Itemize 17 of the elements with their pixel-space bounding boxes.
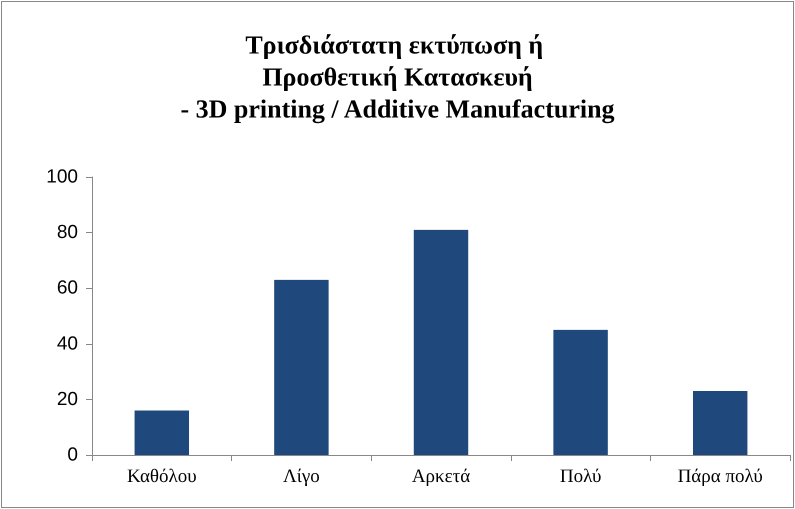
y-tick-label: 60 [56,278,78,299]
x-tick-label: Πάρα πολύ [678,466,763,487]
bar [134,410,190,455]
x-tick-label: Αρκετά [412,466,470,487]
y-tick-label: 80 [56,222,78,244]
bar [274,280,329,455]
bar [553,330,608,455]
x-tick-label: Πολύ [560,466,602,487]
chart-title: Τρισδιάστατη εκτύπωση ή Προσθετική Κατασκευή - 3D printing / Additive Manufacturing [180,30,615,124]
y-tick-label: 40 [56,333,78,354]
y-tick-label: 20 [56,388,78,410]
x-tick-label: Καθόλου [126,466,197,487]
x-tick-label: Λίγο [283,466,320,487]
bar [692,391,748,455]
bar [414,230,468,455]
y-tick-label: 0 [67,444,78,466]
y-tick-label: 100 [46,166,78,188]
